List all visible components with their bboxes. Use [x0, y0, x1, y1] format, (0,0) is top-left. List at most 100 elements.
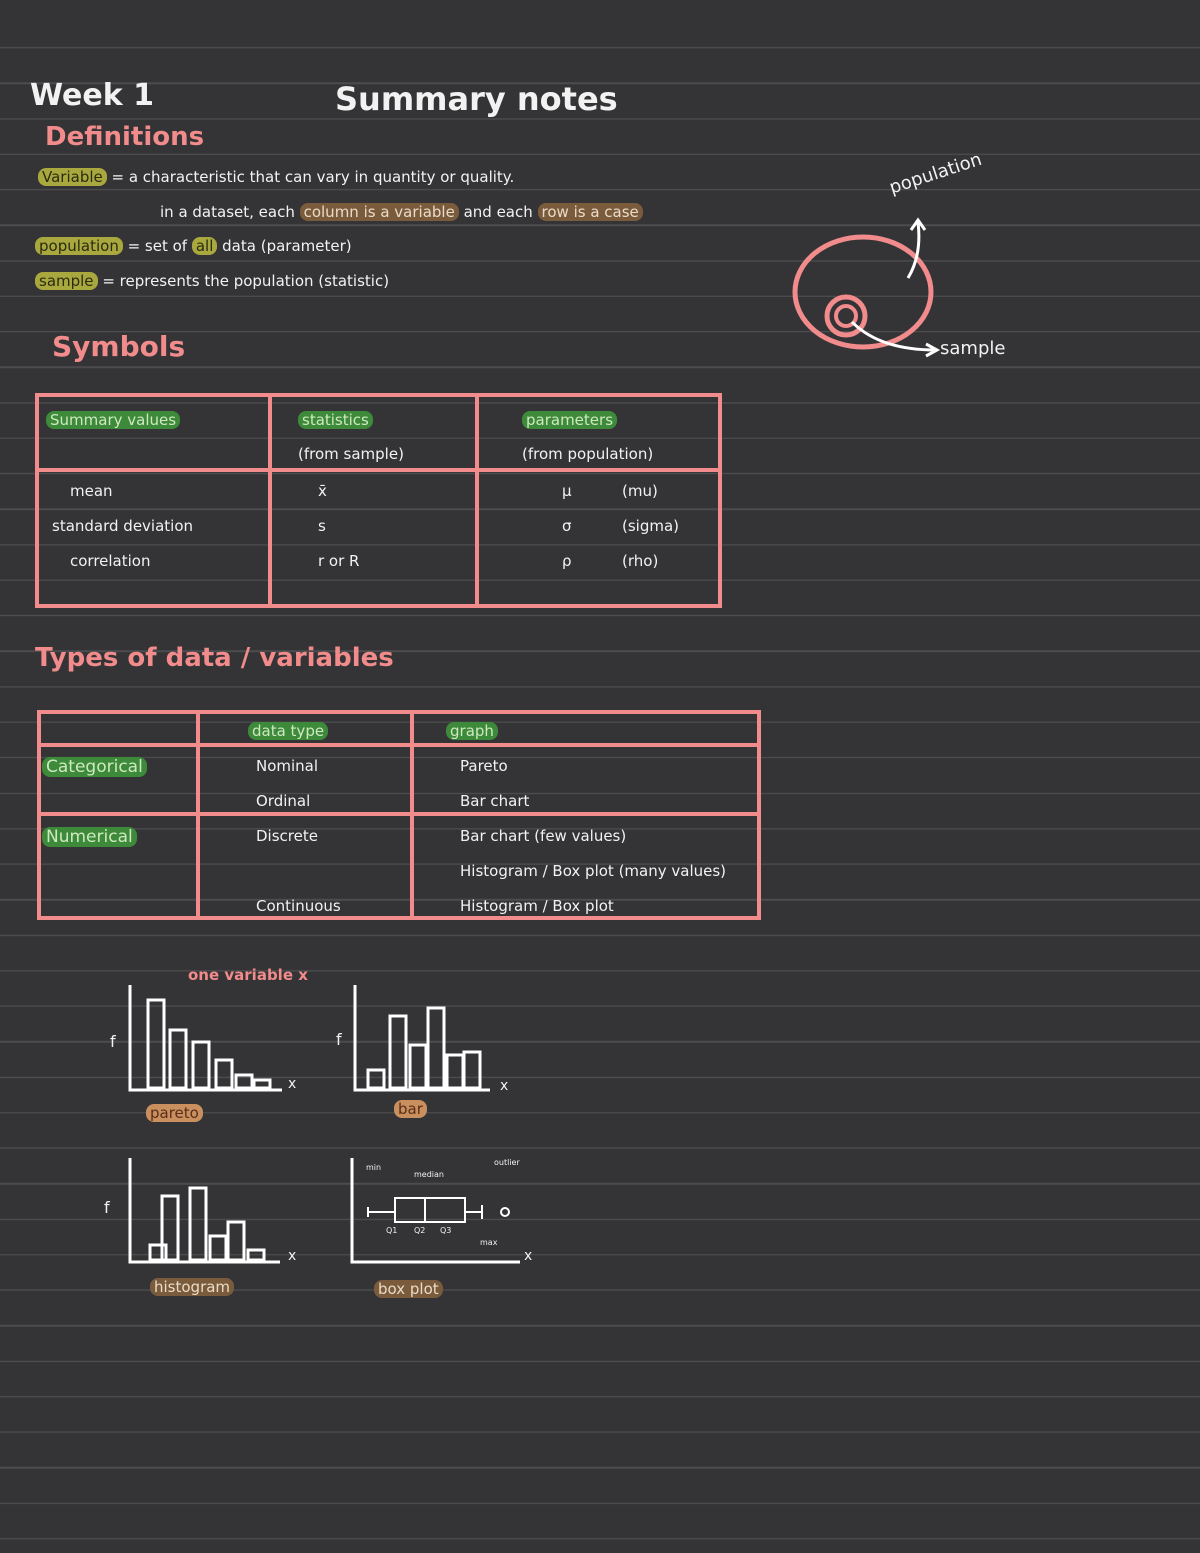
- box-label: outlier: [494, 1158, 520, 1167]
- sketch-bar: [146, 998, 166, 1090]
- box-label: Q1: [386, 1226, 398, 1235]
- outlier: [500, 1207, 510, 1217]
- box-label: median: [414, 1170, 444, 1179]
- table-cell: Histogram / Box plot (many values): [460, 862, 727, 880]
- text: and each: [458, 203, 538, 221]
- group-cell: Numerical: [42, 827, 137, 847]
- table-cell: μ: [562, 482, 572, 500]
- definition: Variable = a characteristic that can var…: [38, 168, 514, 186]
- sketch-bar: [160, 1194, 180, 1262]
- box-label: Q3: [440, 1226, 452, 1235]
- table-cell: s: [318, 517, 326, 535]
- term: sample: [35, 272, 98, 290]
- axis: [353, 985, 490, 1092]
- sketch-bar: [188, 1186, 208, 1262]
- highlight: all: [191, 237, 218, 255]
- axis-label: f: [336, 1030, 342, 1049]
- text: in a dataset, each: [160, 203, 300, 221]
- sketch-bar: [168, 1028, 188, 1090]
- highlight: data type: [248, 722, 329, 740]
- axis-label: f: [104, 1198, 110, 1217]
- term: Variable: [38, 168, 107, 186]
- highlight: Categorical: [42, 757, 147, 777]
- graph-name: pareto: [146, 1104, 203, 1122]
- sketch-bar: [408, 1043, 428, 1090]
- week: Week 1: [30, 78, 154, 113]
- axis: [128, 1158, 280, 1264]
- header-cell: (from population): [522, 445, 654, 463]
- graph-name: histogram: [150, 1278, 235, 1296]
- sketch-bar: [462, 1050, 482, 1090]
- header-cell: Summary values: [46, 411, 181, 429]
- table-cell: standard deviation: [52, 517, 194, 535]
- box-label: min: [366, 1163, 382, 1172]
- text: data (parameter): [217, 237, 352, 255]
- graph-name: box plot: [374, 1280, 443, 1298]
- box-label: max: [480, 1238, 498, 1247]
- table-rule: [35, 468, 722, 472]
- axis: [128, 985, 282, 1092]
- text: = a characteristic that can vary in quan…: [106, 168, 515, 186]
- definition: population = set of all data (parameter): [35, 237, 352, 255]
- highlight: row is a case: [537, 203, 643, 221]
- table-cell: Histogram / Box plot: [460, 897, 614, 915]
- header-cell: statistics: [298, 411, 373, 429]
- sketch-bar: [191, 1040, 211, 1090]
- sketch-bar: [426, 1006, 446, 1090]
- definition: sample = represents the population (stat…: [35, 272, 389, 290]
- table-cell: Pareto: [460, 757, 508, 775]
- term: population: [35, 237, 123, 255]
- header-cell: parameters: [522, 411, 618, 429]
- sketch-bar: [234, 1073, 254, 1090]
- table-cell: (sigma): [622, 517, 680, 535]
- header-cell: data type: [248, 722, 329, 740]
- group-cell: Categorical: [42, 757, 147, 777]
- header-cell: (from sample): [298, 445, 404, 463]
- sketch-bar: [445, 1053, 465, 1090]
- table-cell: Bar chart: [460, 792, 530, 810]
- axis-label: x: [500, 1078, 509, 1094]
- sketch-bar: [366, 1068, 386, 1090]
- table-rule: [475, 393, 479, 608]
- highlight: parameters: [522, 411, 618, 429]
- highlight: graph: [446, 722, 498, 740]
- highlight: Summary values: [46, 411, 181, 429]
- heading: Symbols: [52, 330, 186, 363]
- highlight: Numerical: [42, 827, 137, 847]
- box-label: Q2: [414, 1226, 426, 1235]
- table-cell: (mu): [622, 482, 658, 500]
- text: = represents the population (statistic): [97, 272, 390, 290]
- arrow-population: [906, 217, 927, 279]
- table-rule: [37, 743, 761, 747]
- axis: [350, 1158, 520, 1264]
- table-cell: x̄: [318, 482, 327, 500]
- population-circle: [792, 234, 934, 350]
- diagram-label: sample: [940, 338, 1006, 359]
- heading: Types of data / variables: [35, 643, 394, 673]
- heading: Definitions: [45, 122, 205, 152]
- text: = set of: [122, 237, 192, 255]
- sample-circle: [824, 294, 868, 338]
- sketch-bar: [246, 1248, 266, 1262]
- axis-label: x: [288, 1076, 297, 1092]
- highlight: statistics: [298, 411, 373, 429]
- table-cell: Continuous: [256, 897, 341, 915]
- table-cell: r or R: [318, 552, 360, 570]
- table-rule: [268, 393, 272, 608]
- table-cell: ρ: [562, 552, 572, 570]
- definition: in a dataset, each column is a variable …: [160, 203, 643, 221]
- table-cell: (rho): [622, 552, 659, 570]
- table-cell: mean: [70, 482, 113, 500]
- header-cell: graph: [446, 722, 498, 740]
- table-rule: [37, 812, 761, 816]
- box-plot: [367, 1197, 483, 1223]
- title: Summary notes: [335, 80, 618, 118]
- sketch-bar: [388, 1014, 408, 1090]
- table-cell: Ordinal: [256, 792, 311, 810]
- sketch-bar: [214, 1058, 234, 1090]
- axis-label: x: [288, 1248, 297, 1264]
- sketch-bar: [208, 1234, 228, 1262]
- sketch-bar: [148, 1243, 168, 1262]
